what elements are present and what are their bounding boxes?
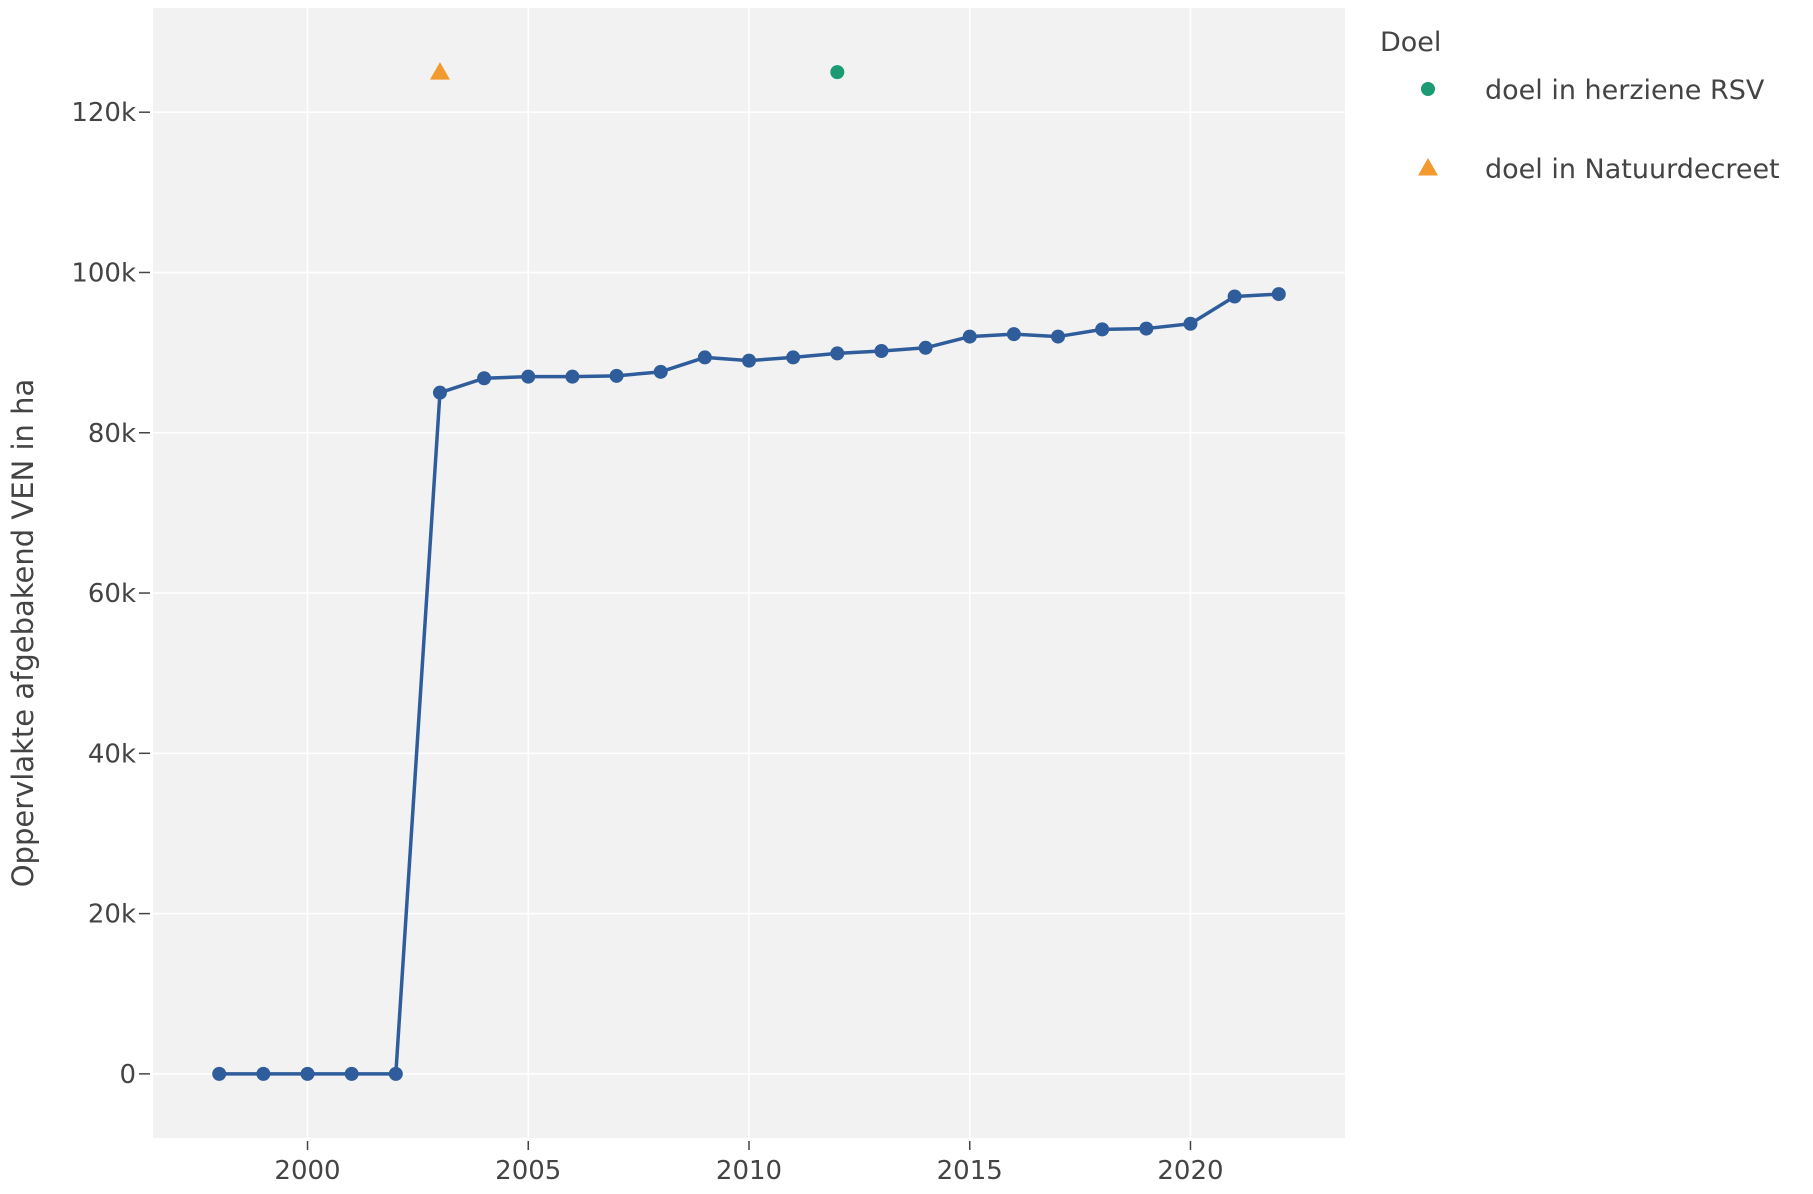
- legend-title: Doel: [1380, 27, 1441, 58]
- legend-marker-circle: [1421, 82, 1435, 96]
- data-point: [300, 1066, 315, 1081]
- data-point: [1183, 316, 1198, 331]
- data-point: [786, 350, 801, 365]
- x-tick-label: 2005: [495, 1156, 561, 1186]
- data-point: [388, 1066, 403, 1081]
- data-point: [1227, 289, 1242, 304]
- series: [212, 62, 1286, 1081]
- y-tick-label: 100k: [71, 258, 136, 288]
- data-point: [1095, 322, 1110, 337]
- x-tick-label: 2010: [716, 1156, 782, 1186]
- y-tick-label: 80k: [88, 419, 136, 449]
- x-tick-label: 2020: [1157, 1156, 1223, 1186]
- legend-marker-triangle: [1418, 158, 1438, 176]
- data-point: [432, 385, 447, 400]
- axes: 0 20k 40k 60k 80k 100k 120k 2000 2005 2010 2015 202…: [71, 98, 1223, 1186]
- legend[interactable]: Doel doel in herziene RSV doel in Natuurd…: [1380, 27, 1780, 185]
- data-point: [874, 344, 889, 359]
- x-tick-label: 2015: [937, 1156, 1003, 1186]
- data-point: [256, 1066, 271, 1081]
- data-point: [477, 371, 492, 386]
- data-point: [609, 368, 624, 383]
- data-point: [962, 329, 977, 344]
- y-tick-label: 0: [119, 1060, 136, 1090]
- data-point: [830, 346, 845, 361]
- y-tick-label: 40k: [88, 739, 136, 769]
- grid: [153, 8, 1345, 1138]
- y-tick-label: 120k: [71, 98, 136, 128]
- y-tick-label: 20k: [88, 900, 136, 930]
- data-point: [521, 369, 536, 384]
- target-point-triangle: [429, 62, 450, 80]
- y-tick-label: 60k: [88, 579, 136, 609]
- data-point: [565, 369, 580, 384]
- data-point: [918, 340, 933, 355]
- target-point-circle: [830, 65, 845, 80]
- data-point: [344, 1066, 359, 1081]
- data-point: [1051, 329, 1066, 344]
- data-point: [653, 364, 668, 379]
- data-point: [742, 353, 756, 368]
- data-point: [1271, 287, 1286, 302]
- x-tick-label: 2000: [274, 1156, 340, 1186]
- y-axis-title: Oppervlakte afgebakend VEN in ha: [6, 379, 40, 888]
- data-point: [212, 1066, 227, 1081]
- legend-item-label: doel in herziene RSV: [1485, 75, 1765, 106]
- legend-item-label: doel in Natuurdecreet: [1485, 154, 1780, 185]
- data-point: [697, 350, 712, 365]
- data-point: [1139, 321, 1154, 336]
- data-point: [1006, 327, 1021, 342]
